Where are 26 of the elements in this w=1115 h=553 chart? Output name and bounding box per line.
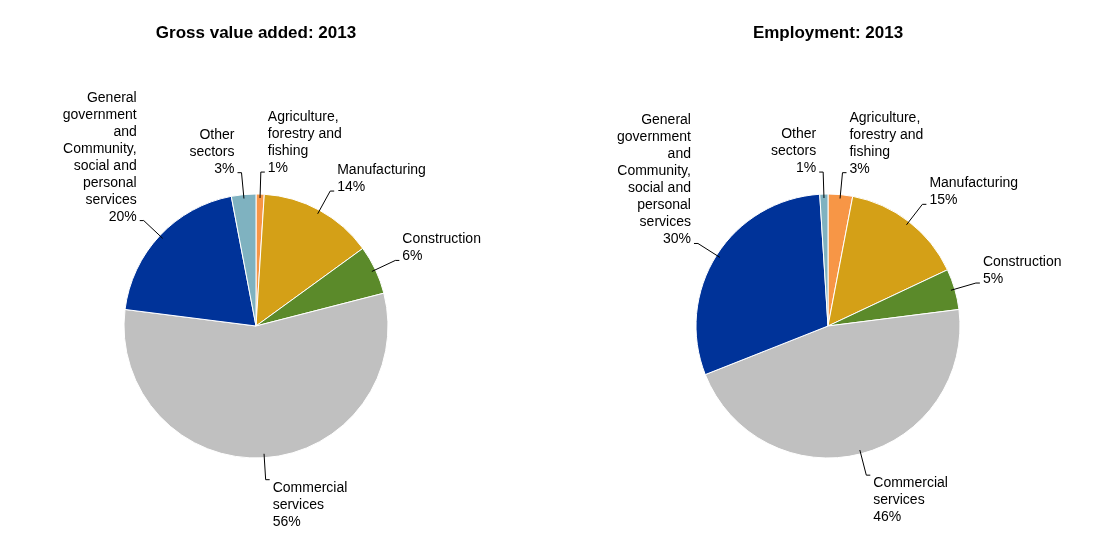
slice-label: Manufacturing [929,174,1019,191]
data-label: 56% [272,512,301,529]
data-label: 1% [795,159,817,176]
slice-label: Agriculture, forestry and fishing [849,108,924,159]
slice-label: Agriculture, forestry and fishing [267,108,342,159]
slice-label: Other sectors [771,125,817,159]
data-label: 3% [214,159,235,176]
data-label: 20% [108,207,137,224]
data-label: 6% [402,247,423,264]
slice-label: Construction [402,230,481,247]
slice-label: General government and Community, social and personal services [617,111,692,230]
data-label: 3% [849,159,870,176]
chart-title: Gross value added: 2013 [155,23,357,42]
data-label: 5% [982,270,1004,287]
data-label: 46% [873,508,902,525]
data-label: 1% [267,159,289,176]
slice-label: Commercial services [873,474,948,508]
data-label: 30% [662,230,691,247]
data-label: 14% [337,178,366,195]
slice-label: Commercial services [272,478,348,512]
data-label: 15% [929,191,958,208]
slice-label: Other sectors [189,125,235,159]
slice-label: Construction [982,253,1062,270]
slice-label: Manufacturing [337,161,426,178]
chart-title: Employment: 2013 [752,23,904,42]
slice-label: General government and Community, social and personal services [62,88,137,207]
